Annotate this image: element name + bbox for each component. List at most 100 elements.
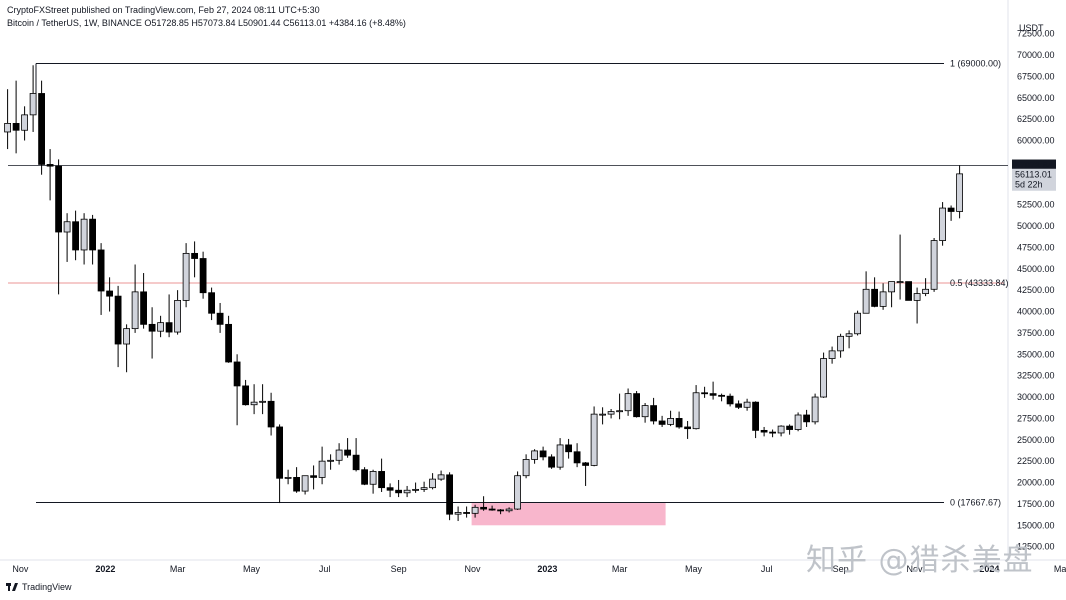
candle-body[interactable]	[395, 489, 403, 494]
candle-body[interactable]	[352, 454, 360, 471]
candle-body[interactable]	[930, 240, 938, 290]
candle-body[interactable]	[242, 385, 250, 406]
candle-body[interactable]	[63, 221, 71, 233]
candle-body[interactable]	[412, 488, 420, 491]
candle-body[interactable]	[548, 456, 555, 468]
candle-body[interactable]	[616, 410, 623, 413]
candle-body[interactable]	[803, 414, 810, 423]
candle-body[interactable]	[522, 459, 530, 477]
candle-body[interactable]	[429, 478, 437, 489]
candle-body[interactable]	[888, 281, 895, 293]
candle-body[interactable]	[38, 93, 45, 165]
candle-body[interactable]	[191, 252, 199, 259]
tradingview-footer[interactable]: TradingView	[6, 582, 72, 592]
candle-body[interactable]	[939, 207, 946, 241]
candle-body[interactable]	[199, 258, 207, 294]
candle-body[interactable]	[446, 474, 454, 515]
candle-body[interactable]	[131, 291, 139, 330]
candle-body[interactable]	[624, 393, 632, 412]
candle-body[interactable]	[420, 487, 428, 490]
candle-body[interactable]	[344, 449, 352, 456]
candle-body[interactable]	[471, 506, 479, 514]
candle-body[interactable]	[97, 249, 105, 292]
candle-body[interactable]	[505, 508, 513, 512]
candle-body[interactable]	[531, 450, 538, 460]
candle-body[interactable]	[692, 392, 700, 430]
candle-body[interactable]	[845, 333, 853, 337]
candle-body[interactable]	[539, 450, 547, 458]
candle-body[interactable]	[896, 281, 904, 283]
candle-body[interactable]	[726, 395, 734, 405]
candle-body[interactable]	[386, 487, 394, 491]
candle-body[interactable]	[777, 425, 785, 434]
candle-body[interactable]	[165, 322, 173, 333]
candle-body[interactable]	[913, 293, 921, 301]
candle-body[interactable]	[480, 506, 488, 510]
candle-body[interactable]	[905, 281, 912, 301]
candle-body[interactable]	[947, 207, 955, 212]
candle-body[interactable]	[743, 401, 751, 408]
candle-body[interactable]	[862, 288, 870, 314]
candle-body[interactable]	[828, 350, 836, 359]
candle-body[interactable]	[284, 477, 292, 479]
candle-body[interactable]	[72, 221, 79, 251]
candle-body[interactable]	[922, 288, 929, 294]
candle-body[interactable]	[89, 218, 96, 251]
candle-body[interactable]	[21, 114, 29, 131]
candle-body[interactable]	[335, 449, 343, 461]
candle-body[interactable]	[633, 393, 640, 418]
candle-body[interactable]	[55, 165, 62, 233]
candle-body[interactable]	[871, 288, 878, 307]
candle-body[interactable]	[233, 361, 241, 387]
candle-body[interactable]	[148, 323, 156, 332]
candle-body[interactable]	[556, 444, 564, 468]
candle-body[interactable]	[157, 322, 165, 332]
candle-body[interactable]	[582, 462, 589, 466]
candle-body[interactable]	[378, 471, 386, 489]
candle-body[interactable]	[454, 512, 462, 515]
candle-body[interactable]	[769, 431, 776, 434]
candle-body[interactable]	[650, 405, 657, 422]
candle-body[interactable]	[327, 459, 335, 462]
candle-body[interactable]	[361, 469, 369, 485]
candle-body[interactable]	[463, 512, 471, 514]
candle-body[interactable]	[140, 291, 148, 325]
candle-body[interactable]	[318, 460, 326, 478]
candle-body[interactable]	[369, 471, 377, 485]
candle-body[interactable]	[786, 425, 793, 430]
candle-body[interactable]	[225, 323, 233, 363]
candle-body[interactable]	[514, 475, 521, 510]
candle-body[interactable]	[29, 93, 37, 116]
candle-body[interactable]	[573, 451, 581, 464]
candle-body[interactable]	[718, 394, 725, 397]
candle-body[interactable]	[820, 358, 827, 398]
candle-body[interactable]	[607, 411, 615, 415]
candle-body[interactable]	[641, 405, 649, 418]
candle-body[interactable]	[497, 509, 505, 512]
candle-body[interactable]	[794, 414, 802, 430]
candle-body[interactable]	[854, 312, 861, 335]
candle-body[interactable]	[310, 475, 318, 478]
candle-body[interactable]	[709, 393, 717, 396]
candle-body[interactable]	[4, 123, 11, 133]
candle-body[interactable]	[879, 291, 887, 307]
candle-body[interactable]	[276, 426, 284, 479]
candle-body[interactable]	[267, 400, 275, 428]
candle-body[interactable]	[752, 401, 759, 431]
candle-body[interactable]	[403, 489, 411, 494]
candle-body[interactable]	[811, 396, 819, 423]
candle-body[interactable]	[667, 418, 674, 425]
candle-body[interactable]	[701, 392, 708, 395]
candle-body[interactable]	[46, 164, 54, 167]
candle-body[interactable]	[208, 292, 216, 314]
candle-body[interactable]	[123, 328, 130, 345]
candle-body[interactable]	[837, 335, 844, 352]
candle-body[interactable]	[114, 295, 122, 345]
candle-body[interactable]	[437, 474, 445, 480]
candle-body[interactable]	[565, 444, 572, 453]
candle-body[interactable]	[301, 475, 309, 492]
candle-body[interactable]	[684, 426, 691, 430]
candle-body[interactable]	[293, 477, 301, 492]
candle-body[interactable]	[250, 401, 258, 406]
